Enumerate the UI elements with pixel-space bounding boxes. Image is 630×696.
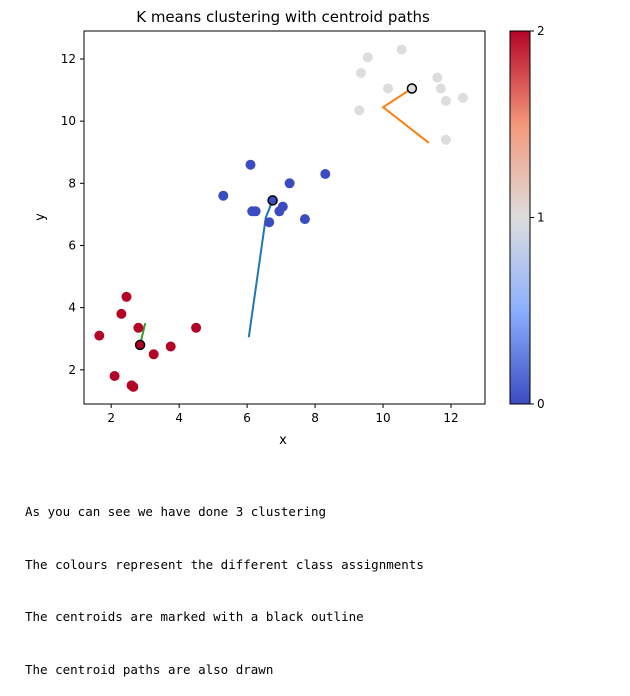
plot-frame [83,30,486,405]
data-point [191,322,202,333]
data-point [121,291,132,302]
data-point [116,308,127,319]
y-tick-label: 8 [68,176,76,190]
centroid-paths [139,87,430,346]
y-tick-label: 2 [68,363,76,377]
data-point [264,217,275,228]
centroid-path-0 [247,200,274,338]
y-axis-label: y [33,213,48,221]
x-tick-label: 2 [107,411,115,425]
data-point [432,72,443,83]
centroid-markers [134,83,418,351]
data-point [245,159,256,170]
data-point [128,381,139,392]
caption-line: The colours represent the different clas… [25,556,424,572]
caption-line: The centroids are marked with a black ou… [25,609,364,624]
centroid-path-1 [381,87,430,144]
y-tick-label: 4 [68,301,76,315]
data-point [165,341,176,352]
y-axis-ticks: 2 4 6 8 10 12 [61,52,84,377]
data-point [457,92,468,103]
x-tick-label: 12 [443,411,458,425]
x-tick-label: 8 [311,411,319,425]
y-tick-label: 12 [61,52,76,66]
data-point [250,206,261,217]
data-point [320,169,331,179]
colorbar [509,30,531,405]
data-point [440,134,451,145]
x-axis-label: x [279,433,287,448]
data-point [396,44,407,55]
centroid-marker [134,339,146,351]
y-tick-label: 10 [61,114,76,128]
data-point [435,83,446,94]
chart-title: K means clustering with centroid paths [136,8,430,26]
x-axis-ticks: 2 4 6 8 10 12 [107,404,459,425]
colorbar-tick-label: 1 [537,211,545,225]
data-points [94,44,468,392]
x-tick-label: 4 [175,411,183,425]
kmeans-scatter-chart: K means clustering with centroid paths 2… [33,8,545,448]
output-caption: As you can see we have done 3 clustering… [25,468,424,696]
data-point [440,95,451,106]
data-point [299,214,310,225]
caption-line: The centroid paths are also drawn [25,661,274,677]
x-tick-label: 10 [375,411,390,425]
centroid-marker [267,195,278,206]
y-tick-label: 6 [68,238,76,252]
data-point [148,349,159,360]
x-tick-label: 6 [243,411,251,425]
data-point [109,371,120,381]
data-point [284,178,295,189]
colorbar-tick-label: 0 [537,397,545,411]
colorbar-ticks: 0 1 2 [530,24,545,411]
caption-line: As you can see we have done 3 clustering [25,504,327,519]
data-point [383,83,394,94]
data-point [133,322,144,333]
data-point [94,330,105,341]
data-point [218,190,229,201]
centroid-marker [406,83,418,94]
data-point [362,52,373,63]
data-point [277,201,288,212]
data-point [356,68,366,78]
data-point [354,105,365,116]
colorbar-tick-label: 2 [537,24,545,38]
